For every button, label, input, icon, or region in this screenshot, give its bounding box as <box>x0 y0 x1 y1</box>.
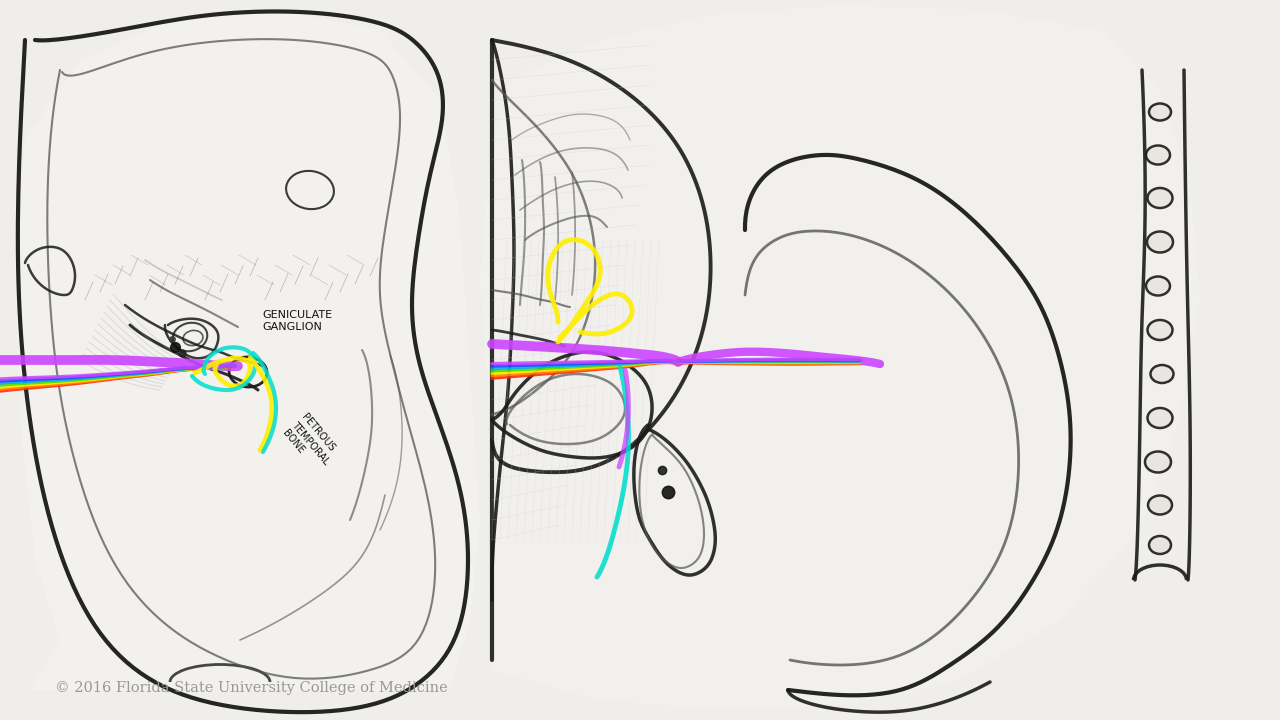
Text: © 2016 Florida State University College of Medicine: © 2016 Florida State University College … <box>55 681 448 695</box>
Ellipse shape <box>1146 145 1170 164</box>
Polygon shape <box>15 10 480 690</box>
Ellipse shape <box>1146 451 1171 472</box>
Ellipse shape <box>1148 495 1172 515</box>
Ellipse shape <box>1147 320 1172 340</box>
Ellipse shape <box>1149 536 1171 554</box>
Text: PETROUS
TEMPORAL
BONE: PETROUS TEMPORAL BONE <box>280 412 340 474</box>
Ellipse shape <box>1147 188 1172 208</box>
Ellipse shape <box>1147 232 1172 253</box>
Ellipse shape <box>1151 365 1174 383</box>
Ellipse shape <box>1147 408 1172 428</box>
Ellipse shape <box>1146 276 1170 295</box>
Polygon shape <box>480 5 1199 710</box>
Text: GENICULATE
GANGLION: GENICULATE GANGLION <box>262 310 332 332</box>
Ellipse shape <box>1149 104 1171 120</box>
